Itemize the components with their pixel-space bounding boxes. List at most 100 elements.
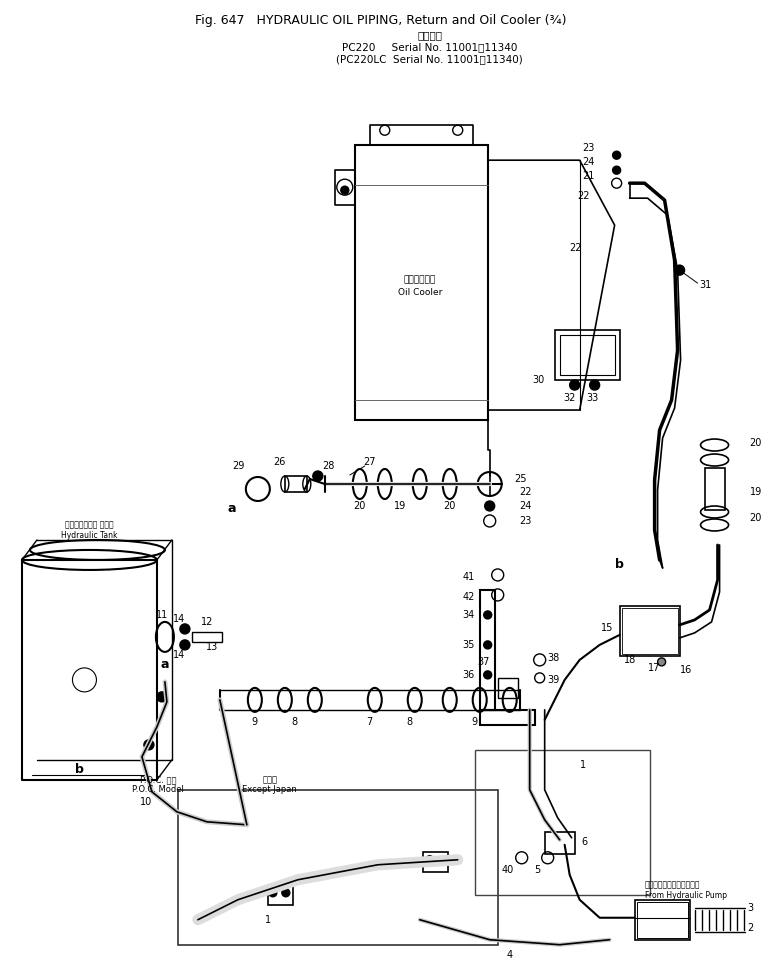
Text: 3: 3	[748, 903, 754, 913]
Text: 22: 22	[577, 191, 590, 201]
Bar	[497, 677, 517, 698]
Text: 35: 35	[462, 640, 475, 650]
Text: 20: 20	[749, 438, 762, 448]
Text: b: b	[615, 559, 624, 572]
Text: 適用号機: 適用号機	[417, 30, 443, 40]
Text: 29: 29	[233, 461, 245, 471]
Text: 42: 42	[462, 592, 475, 602]
Text: 12: 12	[201, 617, 213, 627]
Circle shape	[484, 671, 491, 678]
Circle shape	[341, 187, 349, 194]
Text: 10: 10	[140, 797, 152, 807]
Text: 26: 26	[274, 457, 286, 467]
Text: (PC220LC  Serial No. 11001～11340): (PC220LC Serial No. 11001～11340)	[336, 54, 523, 64]
Circle shape	[674, 265, 684, 275]
Text: 22: 22	[570, 243, 582, 253]
Text: 14: 14	[172, 614, 185, 624]
Text: 19: 19	[749, 487, 761, 497]
Bar	[480, 710, 535, 725]
Text: 19: 19	[394, 501, 406, 511]
Text: 40: 40	[501, 865, 513, 875]
Text: 24: 24	[582, 157, 594, 167]
Text: 4: 4	[507, 950, 513, 959]
Bar	[192, 632, 222, 642]
Bar	[475, 749, 649, 895]
Text: Hydraulic Tank: Hydraulic Tank	[61, 532, 118, 540]
Text: 海外向: 海外向	[262, 776, 277, 784]
Text: 17: 17	[649, 663, 661, 673]
Text: 1: 1	[265, 915, 271, 924]
Text: 31: 31	[700, 280, 712, 290]
Text: 20: 20	[443, 501, 456, 511]
Text: 20: 20	[353, 501, 366, 511]
Text: 30: 30	[533, 375, 545, 385]
Text: 36: 36	[462, 670, 475, 679]
Text: PC220     Serial No. 11001～11340: PC220 Serial No. 11001～11340	[342, 42, 517, 52]
Text: P.O.C. 仕様: P.O.C. 仕様	[140, 776, 176, 784]
Text: 23: 23	[520, 516, 532, 526]
Text: 9: 9	[472, 717, 478, 727]
Text: 28: 28	[322, 461, 334, 471]
Text: オイルクーラ: オイルクーラ	[404, 276, 436, 285]
Circle shape	[313, 471, 323, 481]
Text: ハイドロリックポンプから: ハイドロリックポンプから	[645, 881, 700, 889]
Text: 24: 24	[520, 501, 532, 511]
Text: 6: 6	[581, 837, 588, 847]
Circle shape	[157, 692, 167, 702]
Bar	[555, 330, 620, 380]
Text: Except Japan: Except Japan	[243, 785, 298, 794]
Bar	[178, 790, 497, 945]
Text: 15: 15	[601, 623, 613, 633]
Text: 37: 37	[478, 657, 490, 667]
Text: b: b	[75, 763, 84, 777]
Text: 9: 9	[252, 717, 258, 727]
Circle shape	[269, 888, 277, 897]
Bar	[704, 468, 725, 510]
Circle shape	[484, 611, 491, 619]
Text: Oil Cooler: Oil Cooler	[398, 288, 442, 296]
Circle shape	[570, 380, 580, 390]
Text: ハイドロリック タンク: ハイドロリック タンク	[65, 520, 114, 530]
Text: 2: 2	[748, 922, 754, 933]
Circle shape	[180, 624, 190, 634]
Text: 33: 33	[587, 393, 599, 403]
Text: 18: 18	[623, 655, 636, 665]
Text: 1: 1	[580, 760, 586, 770]
Text: 38: 38	[548, 653, 560, 663]
Text: 32: 32	[563, 393, 576, 403]
Bar	[636, 902, 687, 938]
Text: 5: 5	[535, 865, 541, 875]
Text: P.O.C. Model: P.O.C. Model	[132, 785, 184, 794]
Bar	[480, 590, 494, 710]
Text: 16: 16	[680, 665, 692, 675]
Circle shape	[658, 658, 665, 666]
Text: 20: 20	[749, 513, 762, 523]
Text: 13: 13	[206, 642, 218, 652]
Text: 27: 27	[363, 457, 376, 467]
Circle shape	[613, 166, 620, 174]
Bar	[268, 885, 293, 905]
Bar	[423, 851, 448, 872]
Text: a: a	[161, 658, 169, 672]
Circle shape	[426, 855, 433, 864]
Text: 34: 34	[462, 609, 475, 620]
Text: 23: 23	[582, 143, 594, 154]
Bar	[285, 476, 307, 492]
Circle shape	[180, 640, 190, 650]
Circle shape	[613, 152, 620, 159]
Bar	[620, 606, 680, 656]
Text: 39: 39	[548, 675, 560, 685]
Bar	[545, 832, 575, 853]
Circle shape	[590, 380, 600, 390]
Circle shape	[485, 501, 494, 511]
Circle shape	[282, 888, 290, 897]
Bar	[355, 145, 488, 420]
Text: 41: 41	[462, 572, 475, 582]
Text: 25: 25	[515, 474, 527, 484]
Text: 8: 8	[291, 717, 298, 727]
Text: 22: 22	[520, 487, 532, 497]
Text: 11: 11	[156, 609, 168, 620]
Circle shape	[484, 641, 491, 649]
Text: 21: 21	[582, 171, 594, 181]
Text: 14: 14	[172, 650, 185, 660]
